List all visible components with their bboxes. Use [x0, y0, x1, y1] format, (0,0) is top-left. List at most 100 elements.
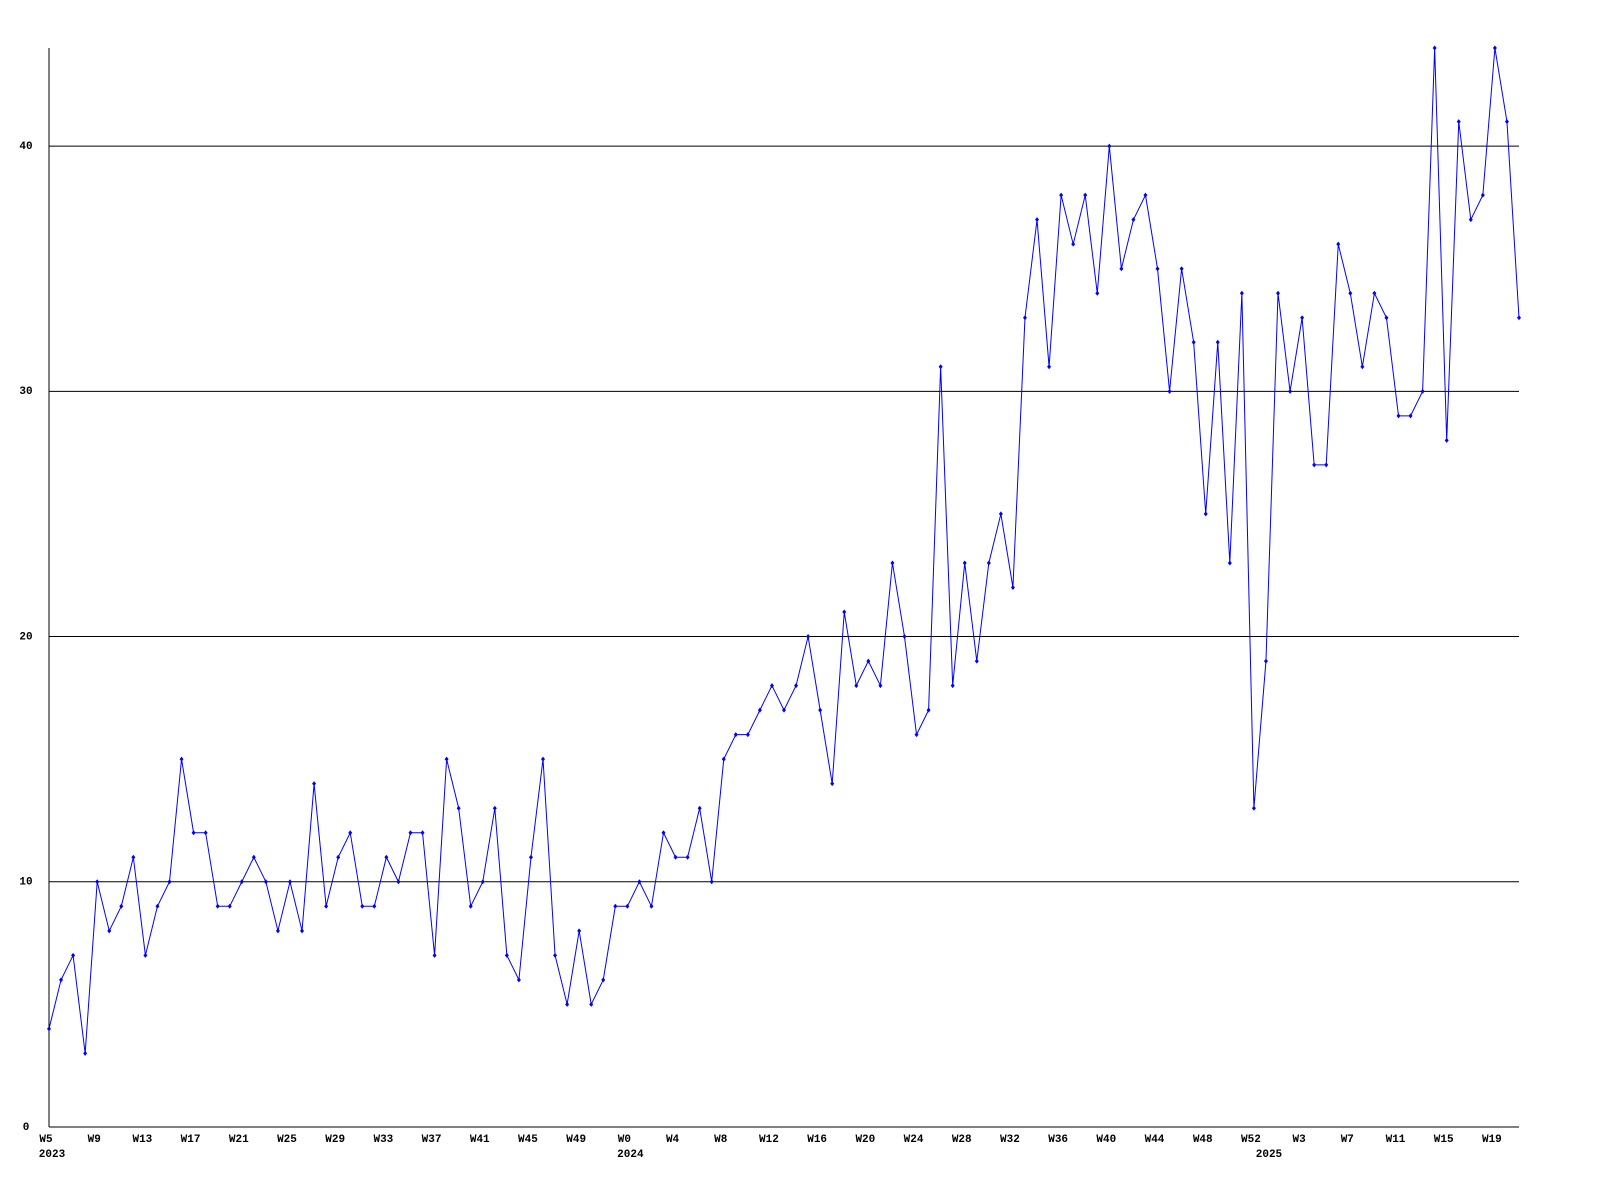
- data-point: [336, 854, 341, 860]
- data-point: [287, 879, 292, 885]
- x-tick-label: W16: [807, 1134, 827, 1146]
- data-point: [432, 952, 437, 958]
- data-point: [456, 805, 461, 811]
- data-point: [480, 879, 485, 885]
- data-point: [589, 1001, 594, 1007]
- y-tick-label: 10: [19, 877, 32, 889]
- data-point: [143, 952, 148, 958]
- data-point: [1312, 462, 1317, 468]
- x-tick-label: W3: [1293, 1134, 1307, 1146]
- x-tick-label: W32: [1000, 1134, 1020, 1146]
- data-point: [1396, 413, 1401, 419]
- data-point: [541, 756, 546, 762]
- data-point: [1215, 339, 1220, 345]
- data-point: [1360, 364, 1365, 370]
- data-point: [528, 854, 533, 860]
- data-point: [878, 683, 883, 689]
- data-point: [866, 658, 871, 664]
- data-point: [83, 1050, 88, 1056]
- data-point: [119, 903, 124, 909]
- x-tick-label: W12: [759, 1134, 779, 1146]
- data-point: [1288, 388, 1293, 394]
- data-point: [444, 756, 449, 762]
- data-point: [794, 683, 799, 689]
- data-point: [806, 634, 811, 640]
- data-point: [673, 854, 678, 860]
- data-point: [986, 560, 991, 566]
- x-tick-label: W21: [229, 1134, 249, 1146]
- x-tick-label: W19: [1482, 1134, 1502, 1146]
- y-tick-label: 40: [19, 141, 32, 153]
- x-tick-label: W24: [904, 1134, 924, 1146]
- data-point: [516, 977, 521, 983]
- data-point: [1324, 462, 1329, 468]
- data-point: [745, 732, 750, 738]
- data-line: [48, 47, 1520, 1054]
- data-point: [769, 683, 774, 689]
- data-point: [1420, 388, 1425, 394]
- data-point: [492, 805, 497, 811]
- x-tick-label: W41: [470, 1134, 490, 1146]
- data-point: [962, 560, 967, 566]
- x-tick-label: W52: [1241, 1134, 1261, 1146]
- data-point: [1203, 511, 1208, 517]
- data-point: [553, 952, 558, 958]
- data-point: [300, 928, 305, 934]
- data-point: [251, 854, 256, 860]
- data-point: [950, 683, 955, 689]
- x-tick-label: W49: [566, 1134, 586, 1146]
- data-point: [324, 903, 329, 909]
- data-point: [1191, 339, 1196, 345]
- data-point: [275, 928, 280, 934]
- data-point: [504, 952, 509, 958]
- data-point: [661, 830, 666, 836]
- x-tick-label: W48: [1193, 1134, 1213, 1146]
- data-point: [131, 854, 136, 860]
- data-point: [215, 903, 220, 909]
- data-point: [1517, 315, 1521, 321]
- data-point: [974, 658, 979, 664]
- data-point: [1336, 241, 1341, 247]
- data-point: [1010, 585, 1015, 590]
- x-group-label: 2023: [39, 1149, 66, 1161]
- data-point: [1456, 119, 1461, 125]
- data-point: [1227, 560, 1232, 566]
- data-point: [384, 854, 389, 860]
- x-tick-label: W5: [39, 1134, 53, 1146]
- data-point: [179, 756, 184, 762]
- data-point: [155, 903, 160, 909]
- data-point: [938, 364, 943, 370]
- data-point: [239, 879, 244, 885]
- data-point: [830, 781, 835, 787]
- x-tick-label: W17: [181, 1134, 201, 1146]
- data-point: [167, 879, 172, 885]
- x-tick-label: W28: [952, 1134, 972, 1146]
- data-point: [1143, 192, 1148, 198]
- data-point: [348, 830, 353, 836]
- x-tick-label: W40: [1096, 1134, 1116, 1146]
- x-tick-label: W9: [88, 1134, 101, 1146]
- data-point: [1276, 290, 1281, 296]
- data-point: [1384, 315, 1389, 321]
- data-point: [577, 928, 582, 934]
- x-tick-label: W4: [666, 1134, 680, 1146]
- x-tick-label: W20: [855, 1134, 875, 1146]
- data-point: [782, 707, 786, 713]
- data-point: [468, 903, 473, 909]
- data-point: [1251, 805, 1256, 811]
- data-point: [1035, 217, 1040, 223]
- y-tick-label: 0: [23, 1122, 30, 1134]
- data-point: [721, 756, 726, 762]
- data-point: [1047, 364, 1052, 370]
- data-point: [854, 683, 859, 689]
- data-point: [1022, 315, 1027, 321]
- data-point: [1095, 290, 1100, 296]
- data-point: [998, 511, 1003, 517]
- data-point: [191, 830, 196, 836]
- data-point: [685, 854, 690, 860]
- data-point: [47, 1026, 51, 1032]
- data-point: [59, 977, 64, 983]
- data-point: [757, 707, 762, 713]
- data-point: [1372, 290, 1377, 296]
